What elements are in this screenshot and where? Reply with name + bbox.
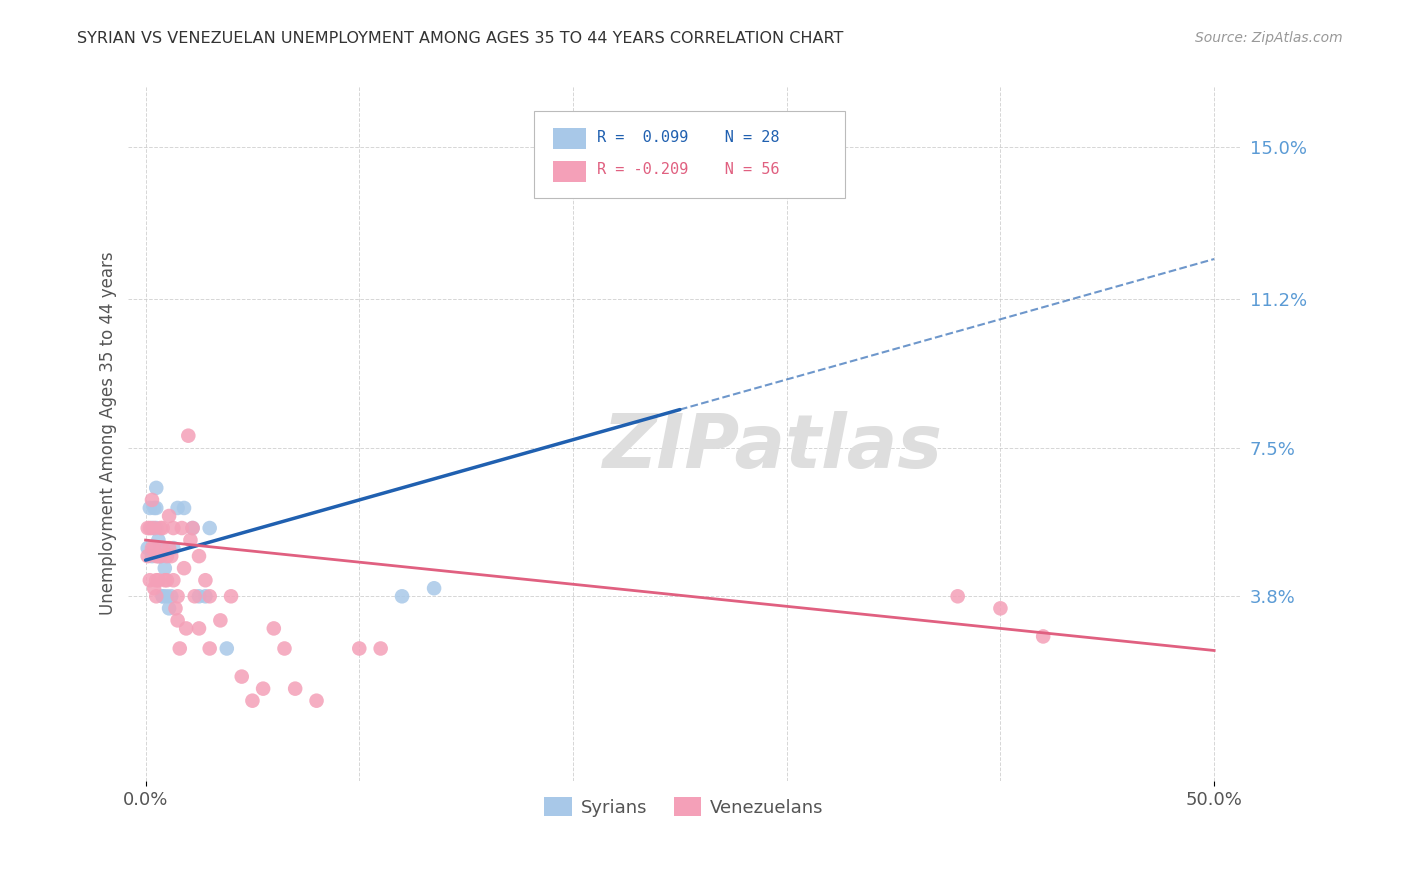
Point [141, 541, 163, 555]
FancyBboxPatch shape [534, 111, 845, 197]
Point [139, 521, 162, 535]
Point [174, 622, 197, 636]
Text: SYRIAN VS VENEZUELAN UNEMPLOYMENT AMONG AGES 35 TO 44 YEARS CORRELATION CHART: SYRIAN VS VENEZUELAN UNEMPLOYMENT AMONG … [77, 31, 844, 46]
Point [139, 500, 162, 515]
Point [273, 641, 295, 656]
Point [148, 573, 170, 587]
Point [181, 521, 204, 535]
Point [145, 589, 167, 603]
Point [153, 561, 176, 575]
FancyBboxPatch shape [553, 161, 586, 182]
Point [423, 581, 446, 595]
Point [188, 589, 211, 603]
Point [166, 500, 188, 515]
Point [160, 589, 183, 603]
Point [145, 500, 167, 515]
Point [166, 589, 188, 603]
Point [152, 589, 174, 603]
Text: R =  0.099    N = 28: R = 0.099 N = 28 [598, 129, 780, 145]
Point [198, 521, 221, 535]
Point [179, 533, 201, 547]
Point [198, 641, 221, 656]
Text: R = -0.209    N = 56: R = -0.209 N = 56 [598, 162, 780, 178]
Point [166, 613, 188, 627]
Point [170, 521, 193, 535]
Point [198, 589, 221, 603]
Point [194, 573, 217, 587]
Point [152, 541, 174, 555]
Point [173, 500, 195, 515]
Point [305, 694, 328, 708]
Point [143, 581, 166, 595]
Point [157, 601, 180, 615]
Point [136, 521, 159, 535]
Point [990, 601, 1012, 615]
Point [183, 589, 205, 603]
Point [215, 641, 238, 656]
Point [145, 549, 167, 563]
Point [143, 500, 166, 515]
Text: ZIPatlas: ZIPatlas [603, 411, 943, 484]
Point [242, 694, 264, 708]
Point [149, 549, 172, 563]
Point [149, 549, 172, 563]
Point [370, 641, 392, 656]
Point [177, 428, 200, 442]
Point [156, 589, 179, 603]
Text: Source: ZipAtlas.com: Source: ZipAtlas.com [1195, 31, 1343, 45]
Point [152, 589, 174, 603]
Point [139, 573, 162, 587]
Point [152, 521, 174, 535]
Point [284, 681, 307, 696]
Point [145, 573, 167, 587]
Point [136, 549, 159, 563]
Point [160, 549, 183, 563]
Point [145, 481, 167, 495]
Point [391, 589, 413, 603]
Point [145, 521, 167, 535]
Point [263, 622, 285, 636]
Point [162, 521, 184, 535]
Point [149, 541, 172, 555]
Point [194, 589, 217, 603]
Point [143, 521, 166, 535]
Point [153, 573, 176, 587]
Point [149, 521, 172, 535]
Point [188, 549, 211, 563]
Point [162, 573, 184, 587]
Point [252, 681, 274, 696]
Point [219, 589, 242, 603]
Point [231, 670, 253, 684]
Point [181, 521, 204, 535]
Legend: Syrians, Venezuelans: Syrians, Venezuelans [537, 790, 831, 824]
Point [349, 641, 371, 656]
Point [165, 601, 187, 615]
Point [173, 561, 195, 575]
FancyBboxPatch shape [553, 128, 586, 149]
Point [1032, 630, 1054, 644]
Point [162, 541, 184, 555]
Point [169, 641, 191, 656]
Point [136, 541, 159, 555]
Point [148, 533, 170, 547]
Point [143, 541, 166, 555]
Point [141, 549, 163, 563]
Point [141, 492, 163, 507]
Point [148, 549, 170, 563]
Y-axis label: Unemployment Among Ages 35 to 44 years: Unemployment Among Ages 35 to 44 years [100, 252, 117, 615]
Point [209, 613, 232, 627]
Point [141, 521, 163, 535]
Point [188, 622, 211, 636]
Point [946, 589, 969, 603]
Point [157, 541, 180, 555]
Point [156, 573, 179, 587]
Point [157, 508, 180, 523]
Point [156, 549, 179, 563]
Point [148, 549, 170, 563]
